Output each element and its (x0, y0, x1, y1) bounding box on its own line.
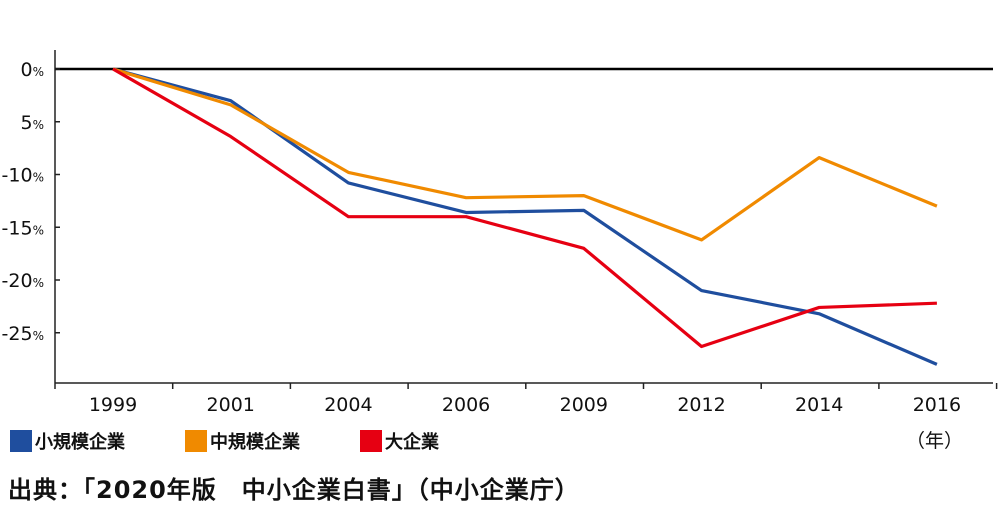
tick-label-layer: 0%5%-10%-15%-20%-25%1999 2001 2004 2006 2009… (2, 59, 962, 416)
y-tick-unit: % (33, 118, 44, 132)
x-tick-label: 2014 (795, 394, 843, 416)
y-tick-unit: % (33, 276, 44, 290)
y-tick-number: -25 (2, 323, 33, 345)
source-citation: 出典：「2020年版 中小企業白書」（中小企業庁） (8, 476, 580, 504)
series-layer (112, 67, 938, 366)
y-tick-unit: % (33, 171, 44, 185)
x-tick-label: 2012 (677, 394, 725, 416)
y-tick-number: 0 (21, 59, 33, 81)
legend-swatch-medium (185, 430, 207, 452)
legend: 小規模企業 中規模企業 大企業 (0, 428, 600, 458)
y-tick-unit: % (33, 65, 44, 79)
y-tick-number: -15 (2, 217, 33, 239)
line-chart: 0%5%-10%-15%-20%-25%1999 2001 2004 2006 2009… (2, 50, 998, 416)
legend-item-small: 小規模企業 (10, 428, 125, 454)
y-tick-label: -20% (2, 270, 44, 292)
series-line-2 (112, 67, 937, 349)
y-tick-label: 5% (21, 112, 45, 134)
legend-swatch-small (10, 430, 32, 452)
y-tick-label: -10% (2, 165, 44, 187)
y-tick-number: 5 (21, 112, 33, 134)
legend-label-small: 小規模企業 (35, 432, 125, 453)
y-tick-label: -25% (2, 323, 44, 345)
x-tick-label: 2006 (442, 394, 490, 416)
y-tick-unit: % (33, 329, 44, 343)
series-line-1 (112, 67, 938, 242)
y-tick-unit: % (33, 223, 44, 237)
series-line-0 (112, 67, 938, 366)
legend-label-medium: 中規模企業 (210, 432, 300, 453)
y-tick-label: 0% (21, 59, 45, 81)
x-tick-label: 2004 (324, 394, 372, 416)
legend-label-large: 大企業 (385, 432, 439, 453)
y-tick-number: -20 (2, 270, 33, 292)
y-tick-label: -15% (2, 217, 44, 239)
legend-item-medium: 中規模企業 (185, 428, 300, 454)
x-tick-label: 1999 (89, 394, 137, 416)
x-tick-label: 2016 (913, 394, 961, 416)
legend-swatch-large (360, 430, 382, 452)
legend-item-large: 大企業 (360, 428, 439, 454)
y-tick-number: -10 (2, 165, 33, 187)
x-tick-label: 2001 (207, 394, 255, 416)
x-axis-unit-label: （年） (906, 430, 964, 452)
x-tick-label: 2009 (560, 394, 608, 416)
axes-layer (54, 50, 998, 389)
